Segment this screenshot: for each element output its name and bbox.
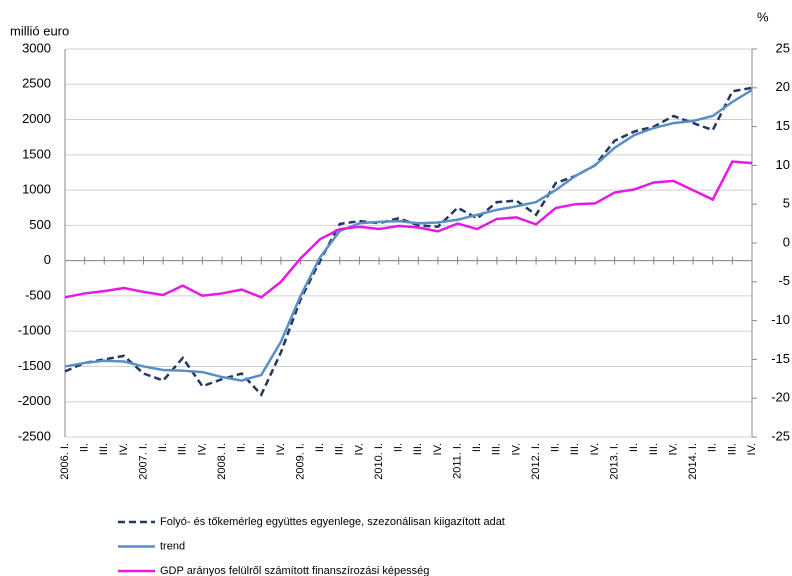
x-tick-label: 2009. I. bbox=[294, 443, 306, 480]
x-tick-label: IV. bbox=[196, 443, 208, 455]
y-tick-label: -500 bbox=[25, 287, 51, 302]
series-line bbox=[64, 88, 753, 382]
x-tick-label: 2010. I. bbox=[373, 443, 385, 480]
x-tick-label: 2008. I. bbox=[216, 443, 228, 480]
x-tick-label: 2012. I. bbox=[530, 443, 542, 480]
legend-label: Folyó- és tőkemérleg együttes egyenlege,… bbox=[160, 516, 505, 528]
x-tick-label: II. bbox=[157, 443, 169, 452]
x-tick-label: III. bbox=[648, 443, 660, 455]
y-tick-label: 2500 bbox=[22, 76, 51, 91]
x-tick-label: III. bbox=[334, 443, 346, 455]
x-tick-label: II. bbox=[550, 443, 562, 452]
y-tick-label: 500 bbox=[29, 217, 51, 232]
y-tick-label: 3000 bbox=[22, 40, 51, 55]
y-tick-label: -2000 bbox=[18, 393, 51, 408]
x-tick-label: II. bbox=[471, 443, 483, 452]
y2-axis-label: % bbox=[757, 9, 769, 24]
x-tick-label: IV. bbox=[353, 443, 365, 455]
series-line bbox=[64, 160, 753, 299]
x-tick-label: II. bbox=[236, 443, 248, 452]
y2-tick-label: 20 bbox=[776, 79, 790, 94]
x-tick-label: II. bbox=[314, 443, 326, 452]
x-tick-label: 2006. I. bbox=[59, 443, 71, 480]
x-tick-label: IV. bbox=[275, 443, 287, 455]
x-tick-label: III. bbox=[177, 443, 189, 455]
y-tick-label: -1000 bbox=[18, 323, 51, 338]
x-tick-label: II. bbox=[393, 443, 405, 452]
y2-tick-label: -15 bbox=[771, 351, 790, 366]
x-tick-label: IV. bbox=[510, 443, 522, 455]
y-tick-label: 0 bbox=[44, 252, 51, 267]
y-tick-label: 2000 bbox=[22, 111, 51, 126]
x-tick-label: III. bbox=[726, 443, 738, 455]
y-axis-label: millió euro bbox=[10, 23, 69, 38]
y2-tick-label: -10 bbox=[771, 312, 790, 327]
y2-tick-label: 0 bbox=[783, 234, 790, 249]
x-tick-label: II. bbox=[707, 443, 719, 452]
x-tick-label: IV. bbox=[118, 443, 130, 455]
y-tick-label: 1500 bbox=[22, 146, 51, 161]
x-tick-label: II. bbox=[628, 443, 640, 452]
y2-tick-label: 25 bbox=[776, 40, 790, 55]
x-tick-label: IV. bbox=[589, 443, 601, 455]
y2-tick-label: -20 bbox=[771, 390, 790, 405]
legend-label: GDP arányos felülről számított finanszír… bbox=[160, 565, 429, 576]
x-tick-label: II. bbox=[79, 443, 91, 452]
y-tick-label: -2500 bbox=[18, 428, 51, 443]
x-tick-label: III. bbox=[491, 443, 503, 455]
x-tick-label: IV. bbox=[667, 443, 679, 455]
x-tick-label: IV. bbox=[746, 443, 758, 455]
x-tick-label: III. bbox=[569, 443, 581, 455]
y-tick-label: 1000 bbox=[22, 182, 51, 197]
x-tick-label: 2007. I. bbox=[137, 443, 149, 480]
x-tick-label: III. bbox=[412, 443, 424, 455]
x-tick-label: III. bbox=[98, 443, 110, 455]
y2-tick-label: 5 bbox=[783, 196, 790, 211]
x-tick-label: 2014. I. bbox=[687, 443, 699, 480]
x-tick-label: IV. bbox=[432, 443, 444, 455]
x-tick-label: 2011. I. bbox=[451, 443, 463, 479]
y2-tick-label: 15 bbox=[776, 118, 790, 133]
y-tick-label: -1500 bbox=[18, 358, 51, 373]
y2-tick-label: -25 bbox=[771, 428, 790, 443]
series-line bbox=[64, 86, 753, 397]
x-tick-label: III. bbox=[255, 443, 267, 455]
y2-tick-label: 10 bbox=[776, 157, 790, 172]
legend-label: trend bbox=[160, 540, 185, 552]
x-tick-label: 2013. I. bbox=[609, 443, 621, 480]
y2-tick-label: -5 bbox=[778, 273, 790, 288]
